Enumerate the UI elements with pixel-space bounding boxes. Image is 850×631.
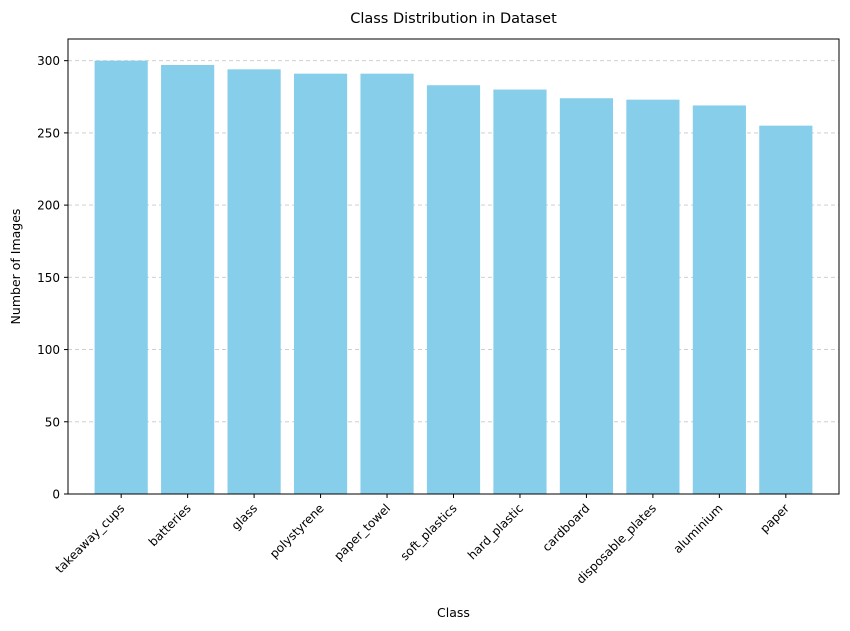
bar-soft-plastics bbox=[426, 85, 481, 494]
y-tick-label: 0 bbox=[52, 488, 60, 502]
x-axis-label: Class bbox=[437, 605, 470, 620]
bar-glass bbox=[227, 69, 281, 494]
bar-batteries bbox=[161, 65, 215, 494]
bars bbox=[94, 60, 813, 495]
x-tick-label: polystyrene bbox=[267, 501, 327, 561]
x-tick-label: batteries bbox=[146, 501, 194, 549]
y-tick-label: 300 bbox=[37, 54, 60, 68]
bar-cardboard bbox=[559, 98, 614, 494]
bar-paper-towel bbox=[360, 73, 414, 495]
x-axis-ticks: takeaway_cups batteries glass polystyrene pa… bbox=[53, 494, 792, 587]
x-tick-label: soft_plastics bbox=[398, 501, 460, 563]
x-tick-label: paper bbox=[757, 501, 792, 536]
y-tick-label: 200 bbox=[37, 199, 60, 213]
x-tick-label: paper_towel bbox=[331, 501, 393, 563]
y-tick-label: 150 bbox=[37, 271, 60, 285]
bar-polystyrene bbox=[293, 73, 348, 495]
x-tick-label: aluminium bbox=[671, 501, 726, 556]
y-tick-label: 50 bbox=[45, 415, 60, 429]
y-axis-label: Number of Images bbox=[8, 209, 23, 325]
bar-disposable-plates bbox=[626, 99, 680, 495]
chart-title: Class Distribution in Dataset bbox=[350, 11, 557, 27]
y-axis-ticks: 0 50 100 150 200 250 300 bbox=[37, 54, 68, 502]
x-tick-label: cardboard bbox=[540, 501, 593, 554]
y-tick-label: 250 bbox=[37, 126, 60, 140]
x-tick-label: hard_plastic bbox=[465, 501, 526, 562]
bar-paper bbox=[759, 125, 813, 495]
x-tick-label: takeaway_cups bbox=[53, 501, 128, 576]
y-tick-label: 100 bbox=[37, 343, 60, 357]
x-tick-label: glass bbox=[229, 501, 261, 533]
bar-hard-plastic bbox=[493, 89, 547, 495]
bar-aluminium bbox=[692, 105, 746, 494]
bar-takeaway-cups bbox=[94, 60, 148, 495]
